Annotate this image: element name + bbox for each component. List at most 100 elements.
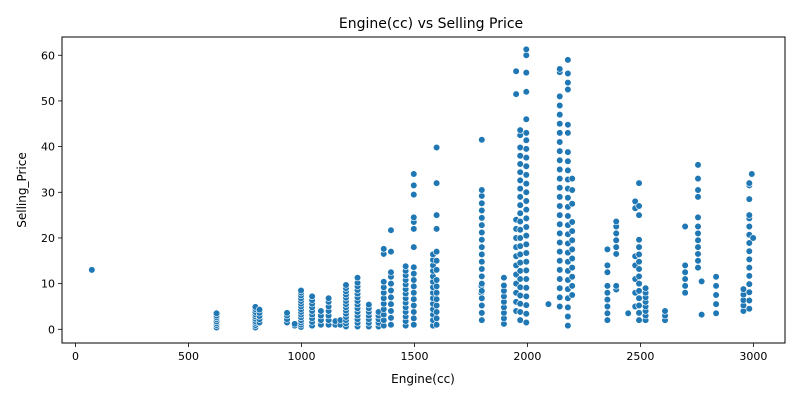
- data-point: [641, 284, 650, 292]
- data-point: [410, 225, 418, 233]
- data-point: [478, 199, 486, 207]
- data-point: [712, 273, 720, 281]
- data-point: [516, 126, 524, 134]
- data-point: [635, 202, 643, 210]
- data-point: [564, 303, 572, 311]
- data-point: [635, 287, 643, 295]
- data-point: [612, 282, 620, 290]
- y-tick-label: 40: [41, 141, 55, 154]
- data-point: [694, 161, 702, 169]
- data-point: [603, 309, 612, 317]
- data-point: [556, 193, 564, 201]
- data-point: [410, 243, 418, 251]
- data-point: [522, 275, 530, 283]
- data-point: [478, 301, 486, 310]
- data-point: [603, 268, 612, 276]
- data-point: [564, 148, 572, 156]
- y-tick-label: 50: [41, 95, 55, 108]
- data-point: [410, 190, 418, 199]
- data-point: [387, 268, 395, 276]
- data-point: [745, 272, 753, 280]
- x-axis-label: Engine(cc): [391, 372, 455, 386]
- data-point: [556, 65, 564, 73]
- data-point: [433, 179, 441, 187]
- data-point: [556, 129, 564, 137]
- data-point: [564, 121, 572, 129]
- data-point: [556, 120, 564, 128]
- data-point: [556, 156, 564, 164]
- data-point: [556, 257, 564, 265]
- data-point: [522, 145, 530, 153]
- data-point: [342, 281, 350, 289]
- data-point: [556, 202, 564, 210]
- data-point: [694, 213, 702, 221]
- data-point: [522, 318, 530, 327]
- data-point: [478, 192, 486, 200]
- x-tick-label: 2500: [626, 350, 654, 363]
- data-point: [556, 147, 564, 155]
- data-point: [694, 257, 702, 265]
- data-point: [661, 307, 669, 315]
- data-point: [522, 258, 530, 266]
- data-point: [635, 294, 643, 302]
- data-point: [694, 229, 702, 237]
- data-point: [681, 282, 689, 290]
- data-point: [478, 236, 486, 244]
- data-point: [255, 306, 264, 314]
- data-point: [612, 243, 620, 251]
- y-axis-ticks: 0 10 20 30 40 50 60: [41, 49, 62, 336]
- data-point: [478, 258, 486, 266]
- data-point: [564, 166, 572, 174]
- data-point: [712, 291, 720, 299]
- data-point: [603, 245, 612, 253]
- data-point: [516, 242, 524, 250]
- data-point: [516, 176, 524, 185]
- data-point: [522, 197, 530, 205]
- data-point: [568, 174, 576, 183]
- data-point: [544, 300, 553, 308]
- data-point: [556, 284, 564, 292]
- data-point: [516, 291, 524, 300]
- data-point: [556, 211, 564, 219]
- data-point: [410, 295, 418, 303]
- x-tick-label: 0: [72, 350, 79, 363]
- data-point: [568, 264, 576, 272]
- data-point: [387, 248, 395, 256]
- data-point: [522, 45, 530, 53]
- data-point: [387, 293, 395, 301]
- data-point: [564, 322, 572, 330]
- data-point: [568, 291, 576, 299]
- data-point: [694, 222, 702, 231]
- data-point: [478, 265, 486, 273]
- data-point: [500, 274, 508, 282]
- data-point: [745, 211, 753, 219]
- data-point: [564, 79, 572, 87]
- data-point: [603, 261, 612, 269]
- data-point: [681, 289, 689, 297]
- data-point: [556, 229, 564, 237]
- data-point: [516, 283, 524, 291]
- data-point: [516, 160, 524, 168]
- data-point: [308, 292, 316, 301]
- data-point: [433, 211, 441, 219]
- data-point: [387, 314, 395, 322]
- data-point: [387, 286, 395, 295]
- data-point: [694, 264, 702, 272]
- data-point: [410, 308, 418, 316]
- data-point: [478, 221, 486, 229]
- data-point: [745, 179, 753, 187]
- data-point: [380, 245, 388, 253]
- data-point: [568, 186, 576, 194]
- data-point: [522, 88, 530, 96]
- data-point: [745, 296, 753, 305]
- data-point: [433, 276, 441, 284]
- data-point: [635, 280, 643, 288]
- data-point: [635, 236, 643, 244]
- data-point: [745, 239, 753, 247]
- data-point: [516, 308, 524, 316]
- data-point: [433, 295, 441, 303]
- data-point: [325, 294, 333, 302]
- data-point: [681, 268, 689, 276]
- data-point: [212, 309, 221, 317]
